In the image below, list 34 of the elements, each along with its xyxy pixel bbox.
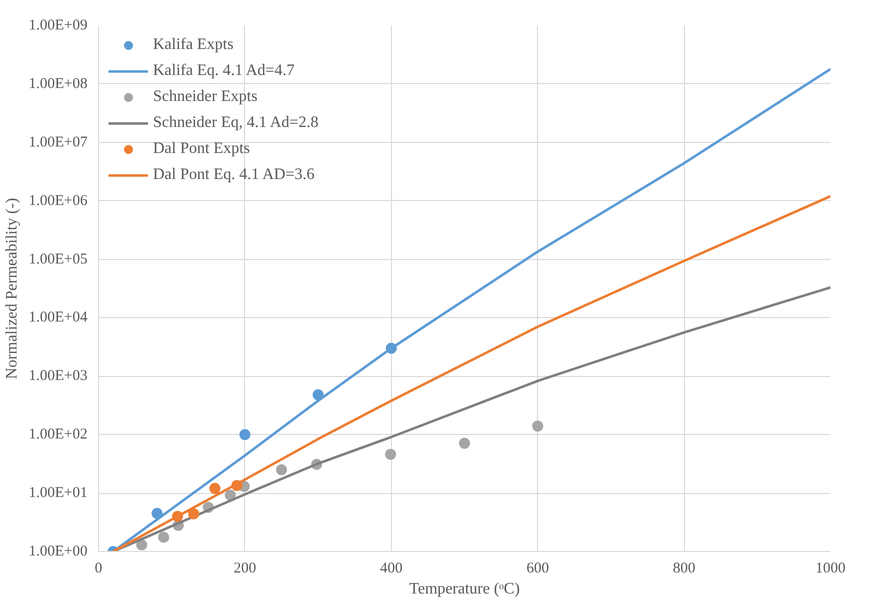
y-tick-label: 1.00E+07 xyxy=(28,134,88,150)
point xyxy=(459,438,470,449)
x-tick-label: 1000 xyxy=(816,560,846,576)
x-tick-label: 600 xyxy=(526,560,549,576)
y-tick-label: 1.00E+05 xyxy=(28,251,88,268)
y-tick-label: 1.00E+08 xyxy=(28,76,88,92)
y-tick-label: 1.00E+01 xyxy=(28,485,88,502)
y-tick-label: 1.00E+00 xyxy=(28,544,88,560)
point xyxy=(158,532,170,543)
point xyxy=(276,464,287,476)
legend-label: Dal Pont Eq. 4.1 AD=3.6 xyxy=(153,166,314,184)
point xyxy=(209,482,220,494)
point xyxy=(239,429,250,440)
legend-label: Dal Pont Expts xyxy=(153,140,250,158)
point xyxy=(532,420,544,432)
legend-label: Schneider Eq, 4.1 Ad=2.8 xyxy=(153,114,318,132)
y-tick-label: 1.00E+09 xyxy=(28,18,88,34)
point xyxy=(385,448,396,460)
x-axis-title: Temperature (ᵒC) xyxy=(409,580,520,598)
y-tick-label: 1.00E+02 xyxy=(28,426,88,443)
y-tick-label: 1.00E+04 xyxy=(28,310,88,326)
legend-label: Kalifa Eq. 4.1 Ad=4.7 xyxy=(153,62,294,80)
point xyxy=(188,508,200,520)
point xyxy=(136,539,148,550)
legend-label: Kalifa Expts xyxy=(153,36,234,54)
x-tick-label: 200 xyxy=(234,560,256,576)
point xyxy=(224,490,236,501)
y-axis-title: Normalized Permeability (-) xyxy=(4,198,21,380)
legend-label: Schneider Expts xyxy=(153,88,258,106)
x-tick-label: 400 xyxy=(380,560,403,576)
y-tick-label: 1.00E+03 xyxy=(28,368,88,384)
y-tick-label: 1.00E+06 xyxy=(28,192,88,209)
x-tick-label: 0 xyxy=(94,560,102,576)
x-tick-label: 800 xyxy=(672,560,696,576)
